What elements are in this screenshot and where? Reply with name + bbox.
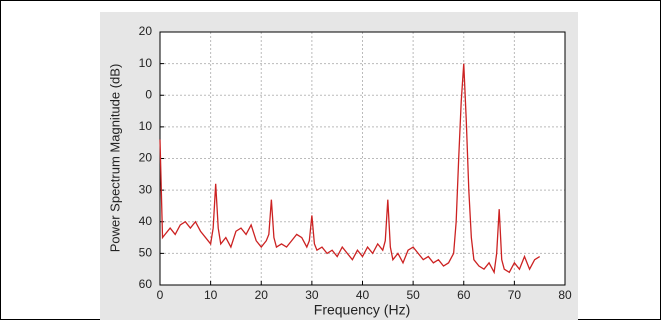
spectrum-line	[159, 63, 541, 275]
x-axis-label: Frequency (Hz)	[314, 302, 410, 318]
x-tick-label: 0	[157, 288, 164, 302]
x-tick-label: 40	[356, 288, 370, 302]
y-tick-label: 50	[139, 246, 153, 260]
y-tick-label: 40	[139, 214, 153, 228]
y-tick-label: 60	[139, 277, 153, 291]
x-tick-label: 20	[255, 288, 269, 302]
x-tick-label: 60	[457, 288, 471, 302]
y-tick-label: 10	[139, 119, 153, 133]
x-tick-label: 50	[406, 288, 420, 302]
y-tick-label: 20	[139, 151, 153, 165]
x-tick-label: 10	[204, 288, 218, 302]
x-tick-label: 80	[558, 288, 572, 302]
y-tick-label: 30	[139, 182, 153, 196]
x-tick-label: 70	[508, 288, 522, 302]
y-tick-label: 20	[139, 24, 153, 38]
x-tick-label: 30	[305, 288, 319, 302]
y-axis-label: Power Spectrum Magnitude (dB)	[107, 64, 122, 253]
y-tick-label: 0	[145, 87, 152, 101]
y-tick-label: 10	[139, 56, 153, 70]
